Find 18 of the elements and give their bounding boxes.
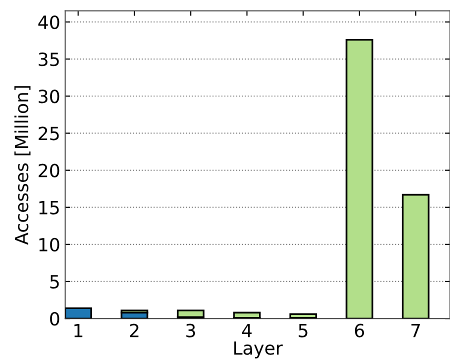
y-tick-label: 30 xyxy=(38,90,60,104)
x-tick-label: 5 xyxy=(298,324,308,338)
y-tick-label: 15 xyxy=(39,201,59,214)
x-tick-label: 4 xyxy=(242,324,252,338)
y-tick-label: 20 xyxy=(38,164,60,178)
y-tick-label: 25 xyxy=(38,126,59,140)
y-axis-title: Accesses [Million] xyxy=(14,86,30,245)
x-tick-label: 2 xyxy=(130,324,138,338)
y-tick-label: 40 xyxy=(38,15,60,30)
y-tick-label: 35 xyxy=(38,52,59,66)
y-tick-label: 0 xyxy=(50,312,60,326)
x-tick-label: 7 xyxy=(411,324,420,338)
x-tick-label: 1 xyxy=(74,324,82,338)
y-tick-label: 10 xyxy=(39,238,60,252)
y-tick-label: 5 xyxy=(50,275,59,289)
x-tick-label: 3 xyxy=(186,324,195,338)
x-axis-title: Layer xyxy=(234,341,283,358)
x-tick-label: 6 xyxy=(354,324,364,338)
